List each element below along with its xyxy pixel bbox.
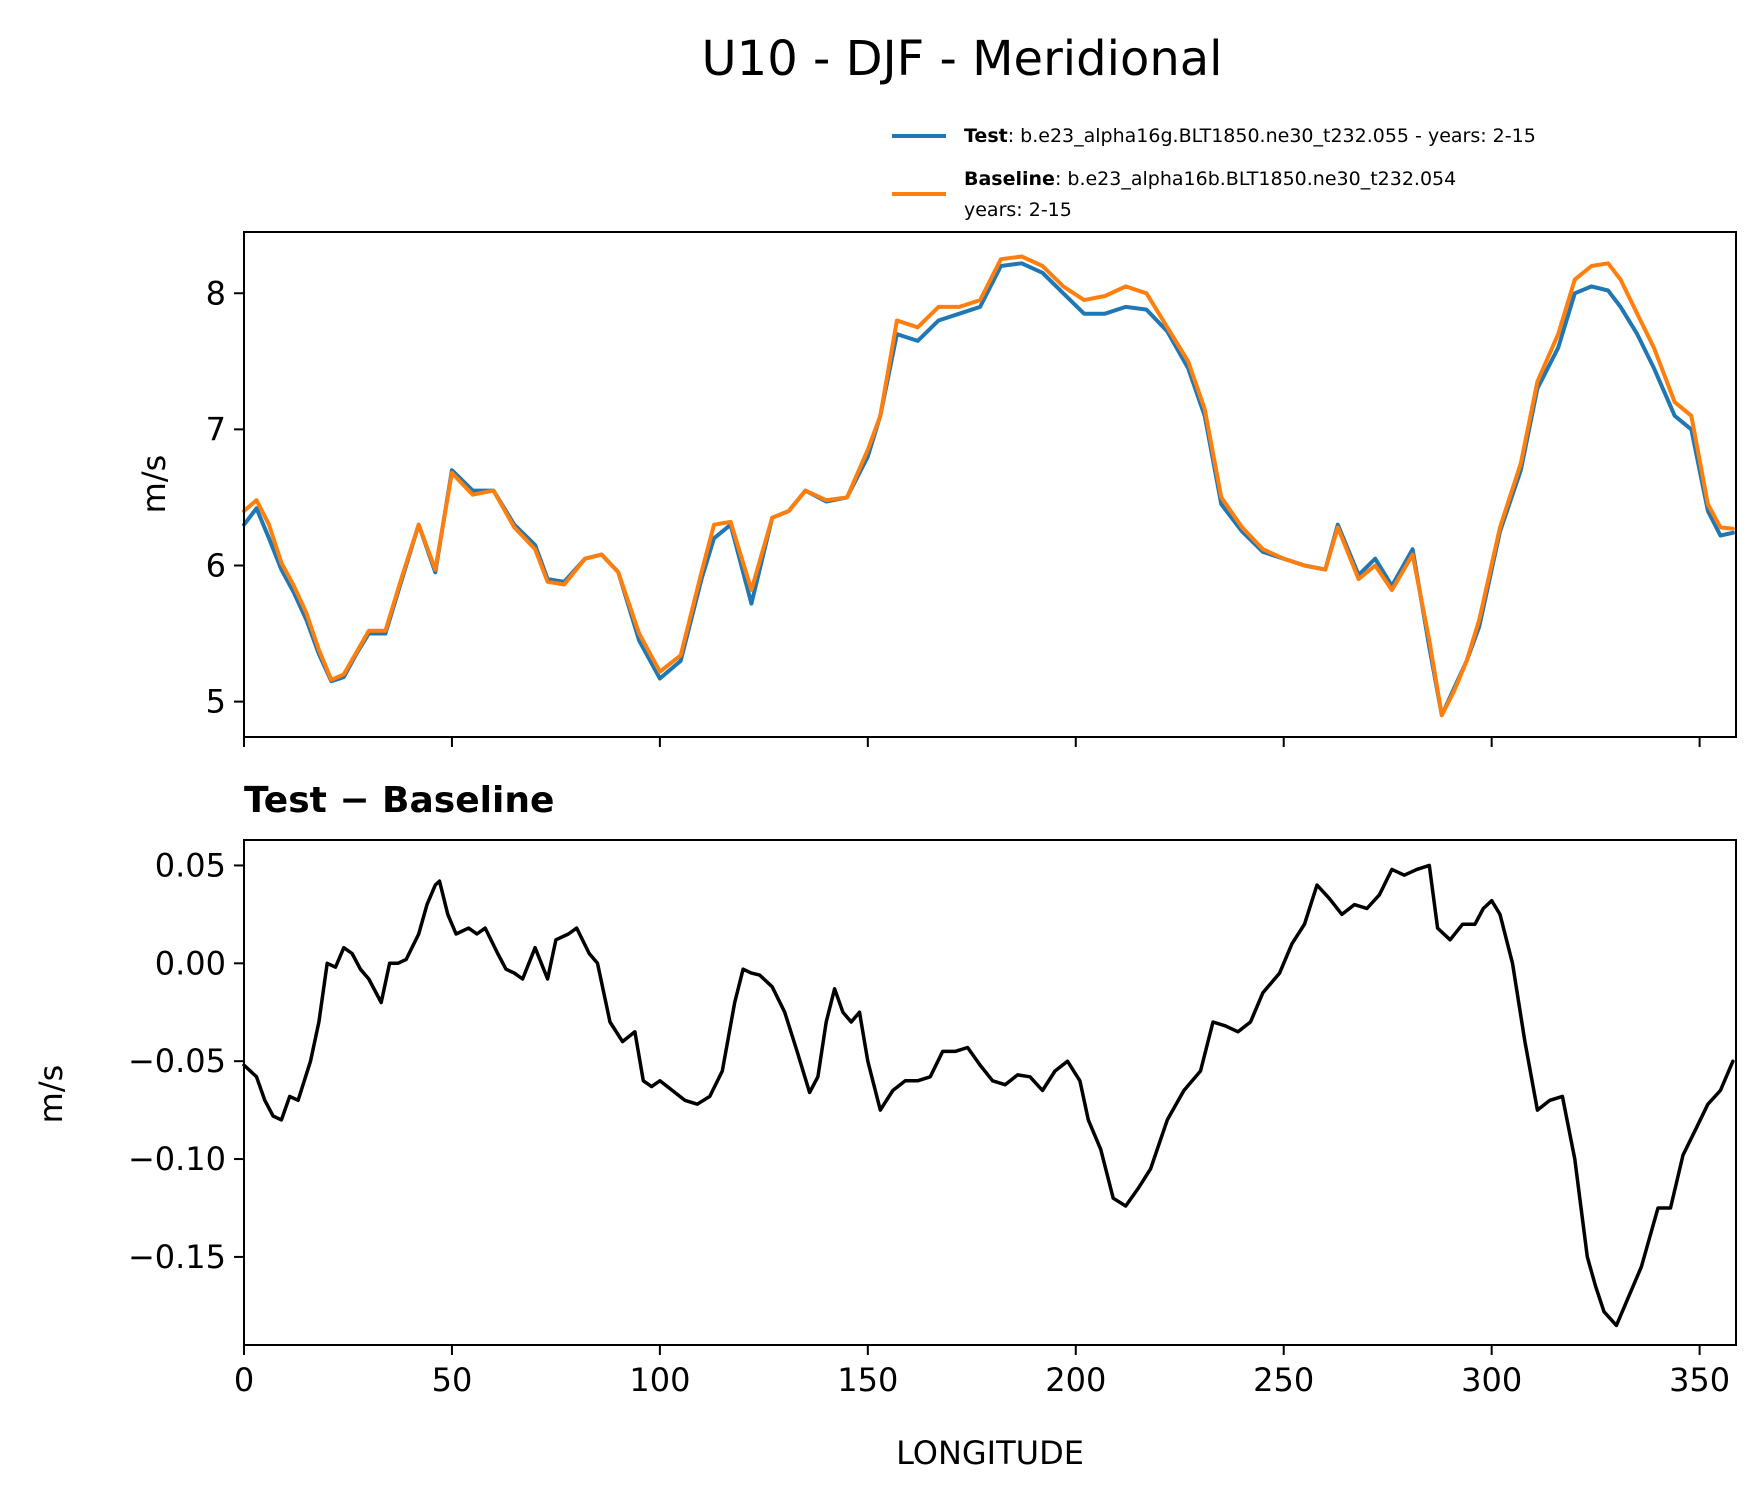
- bottom-x-tick-label: 300: [1461, 1361, 1522, 1399]
- top-panel: 5 6 7 8 m/s: [135, 231, 1737, 747]
- bottom-series: [242, 863, 1735, 1328]
- top-y-tick-label: 6: [206, 546, 226, 584]
- bottom-x-tick-label: 150: [837, 1361, 898, 1399]
- bottom-x-tick-label: 350: [1669, 1361, 1730, 1399]
- bottom-y-tick-label: −0.15: [128, 1238, 226, 1276]
- top-axes-frame: [243, 231, 1737, 738]
- legend-baseline-line2: years: 2-15: [964, 199, 1072, 221]
- bottom-y-ticks: 0.05 0.00 −0.05 −0.10 −0.15: [128, 846, 244, 1276]
- bottom-y-axis-label: m/s: [32, 1065, 70, 1124]
- top-x-ticks: [243, 737, 1701, 747]
- bottom-x-tick-label: 0: [234, 1361, 254, 1399]
- legend-baseline-bold: Baseline: [964, 168, 1055, 190]
- bottom-y-tick-label: 0.05: [155, 846, 226, 884]
- top-y-tick-label: 8: [206, 274, 226, 312]
- top-series-baseline: [242, 254, 1735, 718]
- top-series: [242, 254, 1735, 718]
- bottom-y-tick-label: −0.10: [128, 1140, 226, 1178]
- bottom-y-tick-label: −0.05: [128, 1042, 226, 1080]
- top-y-axis-label: m/s: [135, 455, 173, 514]
- top-y-ticks: 5 6 7 8: [206, 274, 244, 721]
- legend-entry-baseline: Baseline: b.e23_alpha16b.BLT1850.ne30_t2…: [964, 168, 1456, 190]
- bottom-x-tick-label: 250: [1253, 1361, 1314, 1399]
- legend-baseline-sep: :: [1055, 168, 1067, 190]
- bottom-series-difference: [242, 863, 1735, 1328]
- legend-test-sep: :: [1008, 125, 1020, 147]
- legend-entry-test: Test: b.e23_alpha16g.BLT1850.ne30_t232.0…: [964, 125, 1536, 147]
- legend-baseline-text: b.e23_alpha16b.BLT1850.ne30_t232.054: [1067, 168, 1456, 190]
- bottom-axes-frame: [243, 839, 1737, 1346]
- figure-title: U10 - DJF - Meridional: [702, 31, 1223, 87]
- top-y-tick-label: 7: [206, 410, 226, 448]
- bottom-x-ticks: 0 50 100 150 200 250 300 350: [234, 1345, 1730, 1399]
- x-axis-label: LONGITUDE: [896, 1434, 1084, 1472]
- bottom-x-tick-label: 100: [629, 1361, 690, 1399]
- top-y-tick-label: 5: [206, 683, 226, 721]
- bottom-panel: Test − Baseline 0.050.00−0.05−0.10−0.15 …: [32, 780, 1737, 1472]
- legend-test-bold: Test: [964, 125, 1008, 147]
- bottom-x-tick-label: 200: [1045, 1361, 1106, 1399]
- bottom-x-tick-label: 50: [432, 1361, 473, 1399]
- legend-test-text: b.e23_alpha16g.BLT1850.ne30_t232.055 - y…: [1020, 125, 1536, 147]
- bottom-panel-title: Test − Baseline: [244, 780, 554, 821]
- bottom-y-tick-label: 0.00: [155, 944, 226, 982]
- legend: Test: b.e23_alpha16g.BLT1850.ne30_t232.0…: [892, 125, 1536, 221]
